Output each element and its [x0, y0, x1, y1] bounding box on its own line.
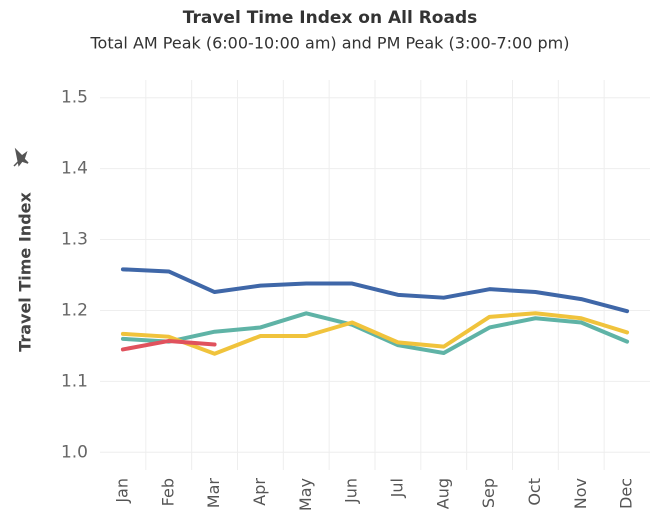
x-tick-label: Aug — [433, 478, 452, 509]
x-tick-label: May — [296, 478, 315, 511]
x-tick-label: Jan — [112, 478, 131, 504]
x-tick-label: Oct — [525, 478, 544, 506]
x-tick-label: Jul — [387, 478, 406, 498]
chart-title: Travel Time Index on All Roads — [183, 8, 478, 28]
x-tick-label: Mar — [204, 478, 223, 509]
y-tick-label: 1.1 — [61, 371, 88, 391]
series-line — [120, 311, 630, 355]
y-tick-label: 1.2 — [61, 300, 88, 320]
y-tick-label: 1.0 — [61, 442, 88, 462]
x-tick-label: Sep — [479, 478, 498, 508]
pin-icon[interactable] — [13, 147, 29, 167]
y-tick-label: 1.3 — [61, 230, 88, 250]
x-tick-label: Jun — [342, 478, 361, 504]
series-line — [120, 338, 217, 352]
x-tick-label: Nov — [571, 478, 590, 509]
x-tick-label: Apr — [250, 478, 269, 506]
series-line — [120, 311, 630, 356]
x-tick-label: Dec — [617, 478, 636, 509]
y-tick-label: 1.4 — [61, 159, 88, 179]
chart-subtitle: Total AM Peak (6:00-10:00 am) and PM Pea… — [90, 34, 570, 53]
series-line — [120, 267, 630, 314]
x-tick-label: Feb — [158, 478, 177, 506]
y-tick-label: 1.5 — [61, 88, 88, 108]
y-axis-label: Travel Time Index — [16, 192, 35, 352]
